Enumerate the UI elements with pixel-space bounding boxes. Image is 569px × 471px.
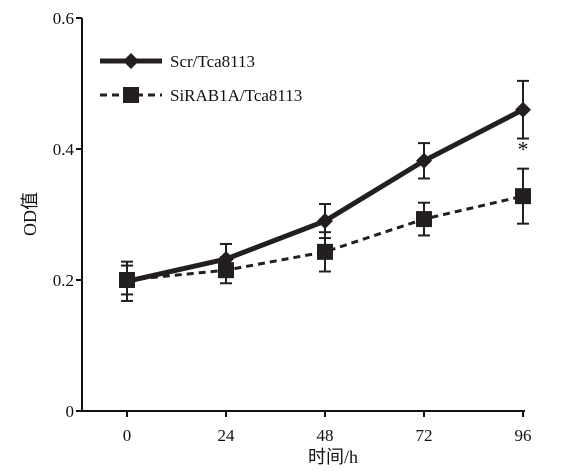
y-tick-label: 0 [66, 402, 75, 421]
x-tick-label: 0 [123, 426, 132, 445]
diamond-marker [119, 273, 135, 290]
x-axis-title: 时间/h [308, 447, 358, 467]
square-marker [317, 243, 333, 260]
x-tick-label: 48 [317, 426, 334, 445]
square-marker [123, 87, 139, 103]
y-tick-label: 0.6 [53, 9, 74, 28]
legend-label: Scr/Tca8113 [170, 52, 255, 71]
diamond-marker [416, 152, 432, 169]
y-tick-label: 0.2 [53, 271, 74, 290]
annotations: * [518, 137, 529, 162]
y-tick-label: 0.4 [53, 140, 75, 159]
square-marker [416, 211, 432, 228]
diamond-marker [123, 53, 139, 69]
axes [81, 18, 525, 412]
diamond-marker [317, 213, 333, 230]
diamond-marker [515, 101, 531, 118]
x-tick-label: 96 [515, 426, 532, 445]
legend-label: SiRAB1A/Tca8113 [170, 86, 302, 105]
legend-item-1: Scr/Tca8113 [100, 52, 255, 71]
axis-ticks: 0 0.2 0.4 0.6 0 24 48 72 96 [53, 9, 532, 445]
x-tick-label: 24 [218, 426, 236, 445]
legend: Scr/Tca8113 SiRAB1A/Tca8113 [100, 52, 302, 105]
diamond-marker [218, 251, 234, 268]
y-axis-title: OD值 [20, 192, 40, 236]
series-1 [119, 79, 531, 302]
series-line [126, 194, 524, 282]
legend-item-2: SiRAB1A/Tca8113 [100, 86, 302, 105]
series-layer [119, 79, 531, 302]
significance-asterisk: * [518, 137, 529, 162]
x-tick-label: 72 [416, 426, 433, 445]
square-marker [515, 188, 531, 205]
